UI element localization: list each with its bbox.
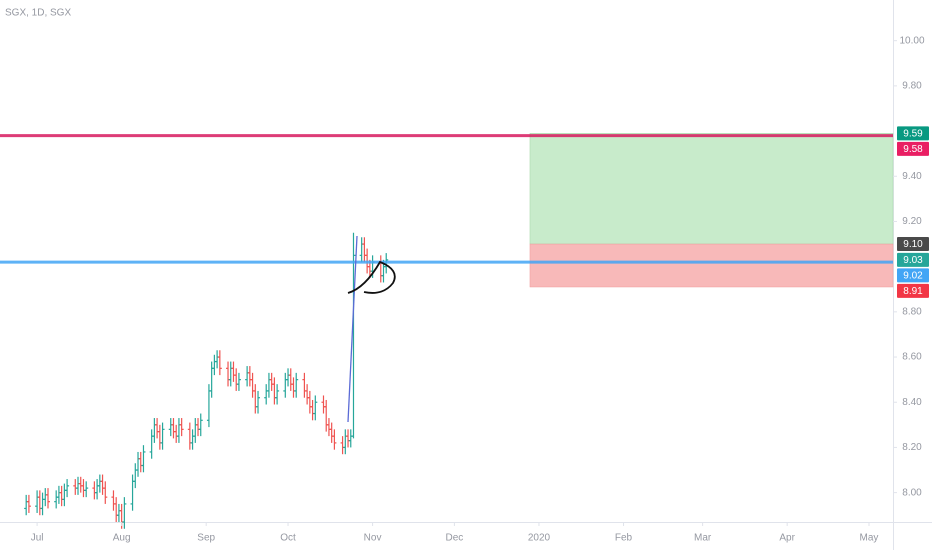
y-tick-label: 8.40 bbox=[902, 397, 922, 408]
hand-drawing bbox=[347, 260, 396, 294]
x-tick-label: Dec bbox=[446, 533, 464, 544]
price-label-box bbox=[897, 141, 929, 156]
price-label: 9.59 bbox=[903, 128, 923, 139]
y-tick-label: 8.20 bbox=[902, 442, 922, 453]
price-label-box bbox=[897, 268, 929, 283]
y-tick-label: 9.20 bbox=[902, 216, 922, 227]
x-tick-label: Nov bbox=[364, 533, 382, 544]
y-tick-label: 9.80 bbox=[902, 81, 922, 92]
price-label-box bbox=[897, 283, 929, 298]
y-tick-label: 8.00 bbox=[902, 487, 922, 498]
y-tick-label: 8.80 bbox=[902, 306, 922, 317]
profit-zone bbox=[529, 133, 894, 245]
x-tick-label: May bbox=[860, 533, 879, 544]
price-label: 8.91 bbox=[903, 286, 923, 297]
price-label: 9.58 bbox=[903, 144, 923, 155]
trend-line bbox=[347, 235, 358, 423]
price-label-box bbox=[897, 237, 929, 252]
x-tick-label: Apr bbox=[779, 533, 795, 544]
x-tick-label: Jul bbox=[31, 533, 44, 544]
x-tick-label: 2020 bbox=[528, 533, 551, 544]
x-tick-label: Aug bbox=[113, 533, 131, 544]
x-tick-label: Sep bbox=[197, 533, 215, 544]
drawings bbox=[347, 235, 396, 423]
loss-zone bbox=[529, 243, 894, 288]
x-tick-label: Feb bbox=[615, 533, 633, 544]
x-tick-label: Mar bbox=[694, 533, 712, 544]
price-label: 9.10 bbox=[903, 239, 923, 250]
chart-title: SGX, 1D, SGX bbox=[5, 8, 71, 19]
x-tick-label: Oct bbox=[280, 533, 296, 544]
price-label-box bbox=[897, 126, 929, 141]
price-label: 9.03 bbox=[903, 255, 923, 266]
y-tick-label: 8.60 bbox=[902, 352, 922, 363]
y-tick-label: 9.40 bbox=[902, 171, 922, 182]
price-label: 9.02 bbox=[903, 271, 923, 282]
y-tick-label: 10.00 bbox=[899, 35, 924, 46]
price-label-box bbox=[897, 252, 929, 267]
